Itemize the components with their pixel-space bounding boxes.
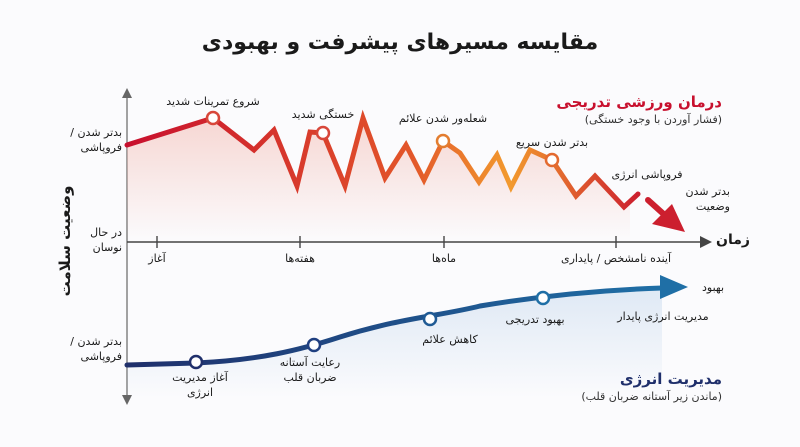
x-tick-weeks: هفته‌ها <box>285 252 315 265</box>
x-tick-future: آینده نامشخص / پایداری <box>560 252 672 265</box>
y-axis-arrow-top <box>122 88 132 98</box>
blue-annotation-improvement: بهبود <box>702 281 725 294</box>
blue-annotation-start-energy: آغاز مدیریت انرژی <box>172 371 228 399</box>
blue-marker-dot <box>306 337 322 353</box>
red-annotation-severe-fatigue: خستگی شدید <box>291 108 355 121</box>
blue-marker-dot <box>535 290 551 306</box>
y-level-worse-bottom: بدتر شدن / فروپاشی <box>70 335 122 363</box>
blue-marker-dot <box>188 354 204 370</box>
red-annotation-flare: شعله‌ور شدن علائم <box>398 112 488 125</box>
red-annotation-energy-collapse: فروپاشی انرژی <box>611 168 683 181</box>
red-path-title: درمان ورزشی تدریجی <box>556 93 722 111</box>
red-marker-dot <box>315 125 331 141</box>
blue-annotation-heart-threshold: رعایت آستانه ضربان قلب <box>279 356 341 384</box>
x-axis-arrow <box>700 236 712 248</box>
blue-annotation-gradual-improvement: بهبود تدریجی <box>505 313 565 326</box>
red-annotation-start-intense: شروع تمرینات شدید <box>166 95 260 108</box>
page-title: مقایسه مسیرهای پیشرفت و بهبودی <box>201 30 599 55</box>
blue-path-line <box>124 285 665 368</box>
blue-path-title: مدیریت انرژی <box>619 370 722 388</box>
red-annotation-rapid-worsening: بدتر شدن سریع <box>515 136 589 149</box>
red-marker-dot <box>205 110 221 126</box>
red-path-arrowhead <box>652 204 685 232</box>
blue-path-area <box>127 288 662 398</box>
red-path-subtitle: (فشار آوردن با وجود خستگی) <box>584 113 722 126</box>
blue-annotation-symptom-reduction: کاهش علائم <box>422 333 478 346</box>
red-marker-dot <box>544 152 560 168</box>
y-level-worse-top: بدتر شدن / فروپاشی <box>70 126 122 154</box>
red-path-line <box>124 109 641 211</box>
x-tick-months: ماه‌ها <box>431 252 457 265</box>
red-path-area <box>127 118 630 242</box>
x-axis-title: زمان <box>716 232 750 248</box>
red-marker-dot <box>435 133 451 149</box>
blue-marker-dot <box>422 311 438 327</box>
red-annotation-condition-worsening: بدتر شدن وضعیت <box>685 185 730 213</box>
blue-path-arrowhead <box>660 275 688 299</box>
blue-path-subtitle: (ماندن زیر آستانه ضربان قلب) <box>581 390 722 403</box>
blue-annotation-stable-management: مدیریت انرژی پایدار <box>617 310 709 323</box>
y-level-fluctuating: در حال نوسان <box>90 226 122 254</box>
x-tick-start: آغاز <box>148 252 166 265</box>
